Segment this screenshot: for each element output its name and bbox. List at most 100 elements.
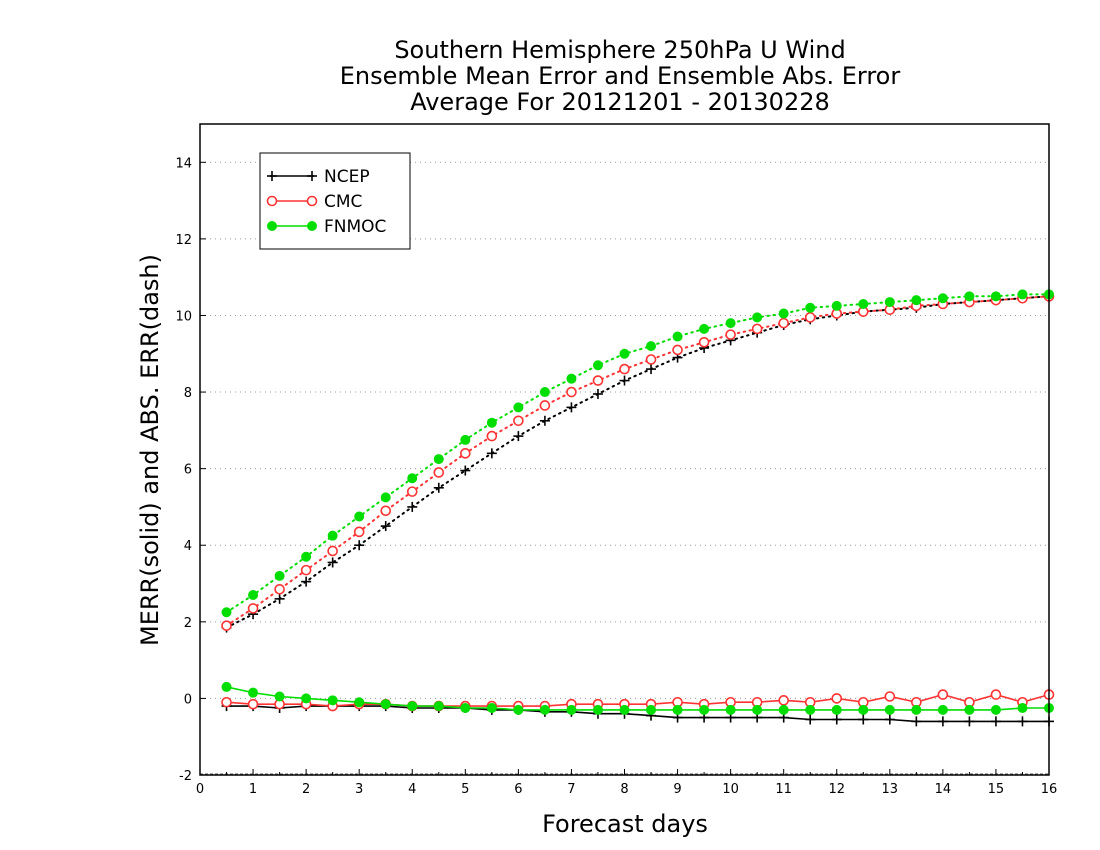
x-tick-label: 7 bbox=[567, 782, 575, 797]
x-tick-label: 16 bbox=[1041, 782, 1058, 797]
fnmoc-mean-error-point bbox=[990, 704, 1001, 715]
ncep-abs-error-point bbox=[433, 482, 444, 493]
legend-entries: NCEP CMC FNMOC bbox=[266, 167, 386, 237]
y-tick-label: 10 bbox=[175, 309, 192, 324]
chart-title-line-2: Ensemble Mean Error and Ensemble Abs. Er… bbox=[340, 62, 901, 90]
fnmoc-abs-error-point bbox=[778, 308, 789, 319]
cmc-mean-error-point bbox=[990, 689, 1002, 700]
fnmoc-abs-error-point bbox=[539, 387, 550, 398]
fnmoc-abs-error-point bbox=[884, 297, 895, 308]
ncep-abs-error-point bbox=[274, 593, 285, 604]
ncep-abs-error-point bbox=[380, 521, 391, 532]
fnmoc-mean-error-point bbox=[884, 704, 895, 715]
fnmoc-abs-error-point bbox=[221, 607, 232, 618]
legend-marker-cmc bbox=[306, 195, 318, 207]
x-tick-label: 15 bbox=[988, 782, 1005, 797]
x-tick-label: 3 bbox=[355, 782, 363, 797]
legend-label-ncep: NCEP bbox=[324, 167, 370, 187]
fnmoc-abs-error-point bbox=[911, 295, 922, 306]
fnmoc-abs-error-point bbox=[725, 318, 736, 329]
cmc-mean-error-point bbox=[831, 693, 843, 704]
ncep-abs-error-point bbox=[646, 364, 657, 375]
cmc-abs-error-point bbox=[539, 400, 551, 411]
fnmoc-mean-error-point bbox=[354, 697, 365, 708]
fnmoc-mean-error-point bbox=[301, 693, 312, 704]
series-fnmoc bbox=[221, 289, 1054, 715]
fnmoc-abs-error-point bbox=[858, 298, 869, 309]
cmc-abs-error-point bbox=[725, 329, 736, 340]
fnmoc-abs-error-point bbox=[699, 323, 710, 334]
legend-entry-fnmoc: FNMOC bbox=[267, 217, 386, 237]
fnmoc-mean-error-point bbox=[460, 702, 471, 713]
cmc-abs-error-point bbox=[221, 620, 232, 631]
cmc-abs-error-point bbox=[300, 564, 312, 576]
cmc-mean-error-point bbox=[247, 698, 259, 710]
cmc-mean-error-point bbox=[778, 695, 789, 706]
cmc-abs-error-point bbox=[247, 603, 259, 614]
cmc-mean-error-point bbox=[221, 696, 232, 708]
fnmoc-abs-error-point bbox=[672, 331, 683, 342]
cmc-abs-error-point bbox=[513, 415, 524, 427]
x-tick-label: 8 bbox=[620, 782, 628, 797]
ncep-abs-error-point bbox=[539, 415, 550, 426]
legend-label-fnmoc: FNMOC bbox=[324, 217, 386, 237]
cmc-abs-error-point bbox=[486, 430, 498, 442]
cmc-abs-error-point bbox=[804, 312, 816, 323]
grid-lines bbox=[200, 161, 1049, 775]
fnmoc-mean-error-point bbox=[964, 704, 975, 715]
cmc-abs-error-point bbox=[751, 323, 763, 335]
legend-entry-ncep: NCEP bbox=[267, 167, 370, 187]
fnmoc-mean-error-point bbox=[486, 702, 497, 713]
fnmoc-mean-error-point bbox=[566, 704, 577, 715]
y-tick-label: 4 bbox=[184, 539, 192, 554]
x-tick-label: 11 bbox=[775, 782, 792, 797]
ncep-abs-error-point bbox=[460, 465, 471, 476]
fnmoc-abs-error-point bbox=[301, 551, 312, 562]
y-tick-label: -2 bbox=[179, 769, 192, 784]
fnmoc-abs-error-point bbox=[433, 454, 444, 465]
x-tick-label: 6 bbox=[514, 782, 522, 797]
fnmoc-mean-error-point bbox=[327, 695, 338, 706]
fnmoc-abs-error-point bbox=[592, 360, 603, 371]
cmc-abs-error-point bbox=[672, 344, 683, 356]
fnmoc-mean-error-point bbox=[911, 704, 922, 715]
fnmoc-abs-error-point bbox=[937, 293, 948, 304]
legend-marker-cmc bbox=[266, 195, 278, 207]
fnmoc-mean-error-point bbox=[699, 704, 710, 715]
cmc-abs-error-point bbox=[327, 545, 338, 557]
cmc-abs-error-point bbox=[274, 583, 285, 595]
fnmoc-mean-error-point bbox=[619, 704, 630, 715]
cmc-mean-error-point bbox=[937, 689, 949, 700]
fnmoc-mean-error-point bbox=[433, 701, 444, 712]
plot-frame bbox=[199, 123, 1050, 776]
ncep-abs-error-point bbox=[486, 448, 497, 459]
cmc-abs-error-point bbox=[380, 505, 392, 517]
fnmoc-abs-error-point bbox=[486, 417, 497, 428]
fnmoc-mean-error-point bbox=[1017, 702, 1028, 713]
y-tick-label: 8 bbox=[184, 386, 192, 401]
ncep-mean-error-point bbox=[858, 714, 869, 725]
x-tick-label: 9 bbox=[673, 782, 681, 797]
x-tick-label: 1 bbox=[249, 782, 257, 797]
fnmoc-mean-error-point bbox=[778, 704, 789, 715]
fnmoc-abs-error-point bbox=[407, 473, 418, 484]
x-tick-label: 10 bbox=[722, 782, 739, 797]
ncep-mean-error-point bbox=[805, 714, 816, 725]
fnmoc-abs-error-point bbox=[805, 302, 816, 313]
cmc-abs-error-point bbox=[406, 486, 418, 497]
ncep-abs-error-point bbox=[301, 576, 312, 587]
cmc-abs-error-point bbox=[433, 467, 445, 478]
fnmoc-mean-error-point bbox=[380, 699, 391, 710]
legend-label-cmc: CMC bbox=[324, 192, 362, 212]
y-tick-label: 12 bbox=[175, 233, 192, 248]
x-tick-label: 0 bbox=[196, 782, 204, 797]
ncep-abs-error-point bbox=[566, 402, 577, 413]
fnmoc-mean-error-point bbox=[725, 704, 736, 715]
fnmoc-abs-error-point bbox=[354, 511, 365, 522]
cmc-abs-error-point bbox=[778, 317, 789, 329]
legend-marker-ncep bbox=[307, 171, 317, 181]
y-tick-label: 2 bbox=[184, 616, 192, 631]
ncep-abs-error-point bbox=[592, 388, 603, 399]
fnmoc-mean-error-point bbox=[274, 691, 285, 702]
